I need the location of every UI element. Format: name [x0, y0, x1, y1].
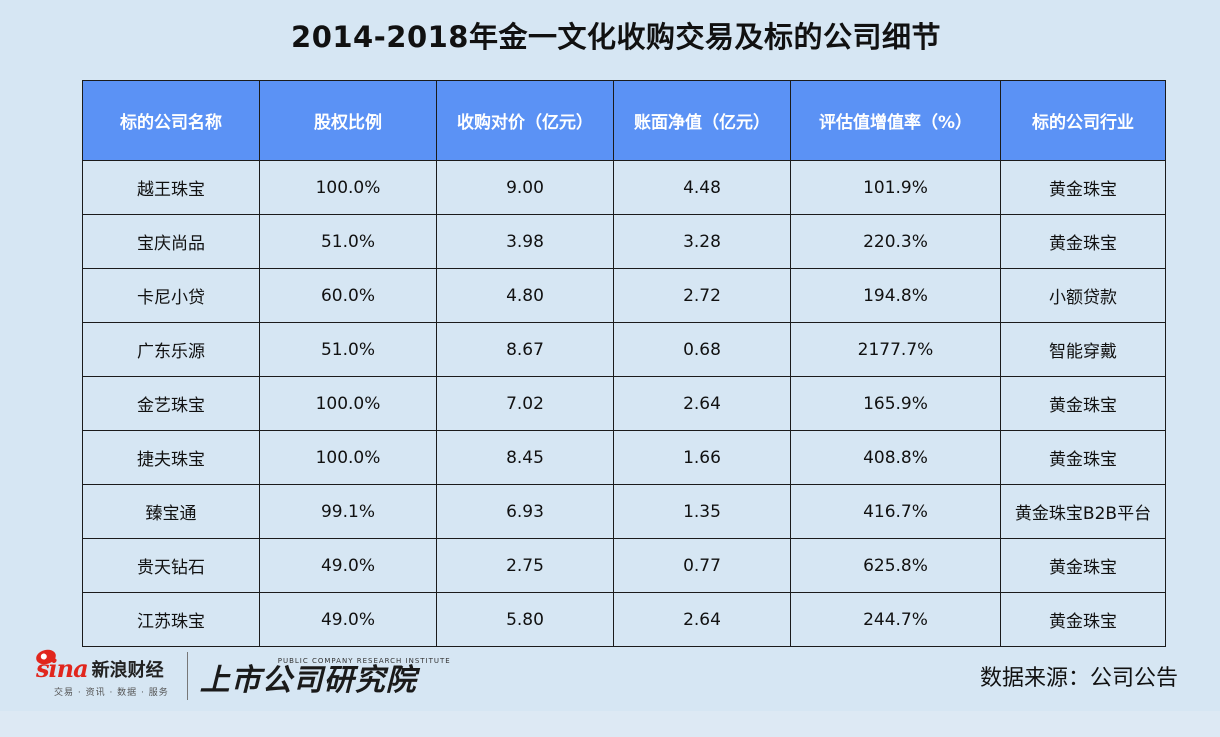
institute-english-name: PUBLIC COMPANY RESEARCH INSTITUTE	[277, 656, 451, 665]
cell-book-value: 0.68	[613, 322, 791, 377]
cell-industry: 黄金珠宝	[1000, 376, 1166, 431]
table-row: 宝庆尚品 51.0% 3.98 3.28 220.3% 黄金珠宝	[82, 214, 1166, 269]
cell-acquisition-price: 3.98	[436, 214, 614, 269]
cell-company-name: 卡尼小贷	[82, 268, 260, 323]
cell-company-name: 宝庆尚品	[82, 214, 260, 269]
cell-appreciation-rate: 408.8%	[790, 430, 1001, 485]
cell-acquisition-price: 8.45	[436, 430, 614, 485]
cell-equity-ratio: 99.1%	[259, 484, 437, 539]
cell-acquisition-price: 5.80	[436, 592, 614, 647]
cell-acquisition-price: 4.80	[436, 268, 614, 323]
table-row: 广东乐源 51.0% 8.67 0.68 2177.7% 智能穿戴	[82, 322, 1166, 377]
acquisition-table: 标的公司名称 股权比例 收购对价（亿元） 账面净值（亿元） 评估值增值率（%） …	[82, 80, 1166, 647]
cell-equity-ratio: 51.0%	[259, 322, 437, 377]
table-row: 金艺珠宝 100.0% 7.02 2.64 165.9% 黄金珠宝	[82, 376, 1166, 431]
cell-industry: 黄金珠宝	[1000, 214, 1166, 269]
institute-chinese-name: 上市公司研究院	[199, 662, 417, 698]
table-row: 捷夫珠宝 100.0% 8.45 1.66 408.8% 黄金珠宝	[82, 430, 1166, 485]
footer-divider	[186, 652, 188, 700]
bottom-strip	[0, 711, 1220, 737]
cell-company-name: 金艺珠宝	[82, 376, 260, 431]
cell-industry: 小额贷款	[1000, 268, 1166, 323]
cell-company-name: 臻宝通	[82, 484, 260, 539]
cell-industry: 黄金珠宝	[1000, 592, 1166, 647]
header-book-value: 账面净值（亿元）	[613, 80, 791, 161]
cell-industry: 黄金珠宝	[1000, 430, 1166, 485]
header-company-name: 标的公司名称	[82, 80, 260, 161]
cell-book-value: 1.35	[613, 484, 791, 539]
cell-book-value: 2.64	[613, 376, 791, 431]
cell-book-value: 2.72	[613, 268, 791, 323]
table-row: 卡尼小贷 60.0% 4.80 2.72 194.8% 小额贷款	[82, 268, 1166, 323]
cell-appreciation-rate: 625.8%	[790, 538, 1001, 593]
cell-book-value: 4.48	[613, 160, 791, 215]
header-industry: 标的公司行业	[1000, 80, 1166, 161]
footer-branding: sina 新浪财经 交易 · 资讯 · 数据 · 服务 PUBLIC COMPA…	[34, 647, 451, 702]
sina-finance-logo: sina 新浪财经 交易 · 资讯 · 数据 · 服务	[34, 647, 169, 698]
cell-appreciation-rate: 194.8%	[790, 268, 1001, 323]
cell-company-name: 江苏珠宝	[82, 592, 260, 647]
table-row: 越王珠宝 100.0% 9.00 4.48 101.9% 黄金珠宝	[82, 160, 1166, 215]
cell-book-value: 2.64	[613, 592, 791, 647]
institute-logo: PUBLIC COMPANY RESEARCH INSTITUTE 上市公司研究…	[200, 657, 451, 696]
cell-acquisition-price: 8.67	[436, 322, 614, 377]
cell-equity-ratio: 100.0%	[259, 376, 437, 431]
cell-appreciation-rate: 165.9%	[790, 376, 1001, 431]
cell-company-name: 广东乐源	[82, 322, 260, 377]
cell-book-value: 3.28	[613, 214, 791, 269]
cell-acquisition-price: 6.93	[436, 484, 614, 539]
cell-industry: 黄金珠宝B2B平台	[1000, 484, 1166, 539]
table-row: 贵天钻石 49.0% 2.75 0.77 625.8% 黄金珠宝	[82, 538, 1166, 593]
cell-equity-ratio: 100.0%	[259, 160, 437, 215]
cell-industry: 智能穿戴	[1000, 322, 1166, 377]
cell-acquisition-price: 9.00	[436, 160, 614, 215]
cell-company-name: 捷夫珠宝	[82, 430, 260, 485]
cell-equity-ratio: 49.0%	[259, 538, 437, 593]
cell-equity-ratio: 100.0%	[259, 430, 437, 485]
cell-appreciation-rate: 220.3%	[790, 214, 1001, 269]
cell-acquisition-price: 2.75	[436, 538, 614, 593]
cell-industry: 黄金珠宝	[1000, 538, 1166, 593]
cell-equity-ratio: 49.0%	[259, 592, 437, 647]
cell-equity-ratio: 51.0%	[259, 214, 437, 269]
cell-appreciation-rate: 101.9%	[790, 160, 1001, 215]
cell-company-name: 越王珠宝	[82, 160, 260, 215]
header-equity-ratio: 股权比例	[259, 80, 437, 161]
cell-industry: 黄金珠宝	[1000, 160, 1166, 215]
page-title: 2014-2018年金一文化收购交易及标的公司细节	[291, 20, 941, 54]
header-appreciation-rate: 评估值增值率（%）	[790, 80, 1001, 161]
cell-equity-ratio: 60.0%	[259, 268, 437, 323]
cell-appreciation-rate: 244.7%	[790, 592, 1001, 647]
table-row: 臻宝通 99.1% 6.93 1.35 416.7% 黄金珠宝B2B平台	[82, 484, 1166, 539]
table-row: 江苏珠宝 49.0% 5.80 2.64 244.7% 黄金珠宝	[82, 592, 1166, 647]
cell-company-name: 贵天钻石	[82, 538, 260, 593]
sina-tagline: 交易 · 资讯 · 数据 · 服务	[54, 688, 169, 698]
sina-finance-name: 新浪财经	[91, 659, 164, 681]
cell-acquisition-price: 7.02	[436, 376, 614, 431]
cell-book-value: 0.77	[613, 538, 791, 593]
header-acquisition-price: 收购对价（亿元）	[436, 80, 614, 161]
cell-appreciation-rate: 2177.7%	[790, 322, 1001, 377]
table-header-row: 标的公司名称 股权比例 收购对价（亿元） 账面净值（亿元） 评估值增值率（%） …	[82, 80, 1166, 161]
data-source-note: 数据来源：公司公告	[979, 666, 1178, 691]
sina-logo: sina	[34, 647, 89, 683]
cell-appreciation-rate: 416.7%	[790, 484, 1001, 539]
cell-book-value: 1.66	[613, 430, 791, 485]
